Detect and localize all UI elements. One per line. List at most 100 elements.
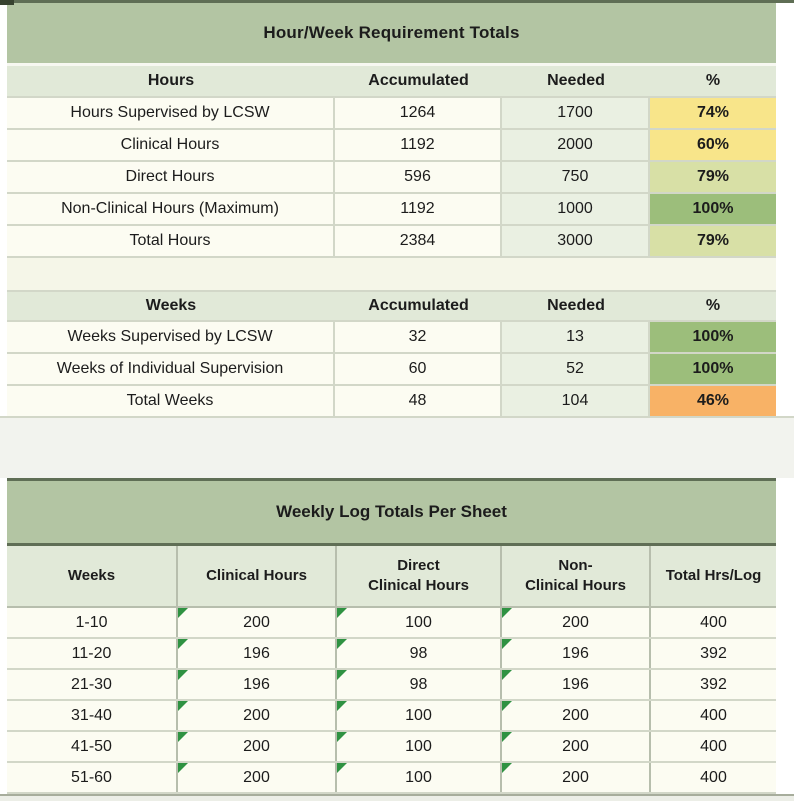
column-header-weeks[interactable]: Weeks (145, 297, 197, 314)
row-label-cell[interactable]: Non-Clinical Hours (Maximum) (7, 194, 335, 224)
table-row: Weeks of Individual Supervision 60 52 10… (7, 352, 776, 384)
bottom-border (0, 794, 794, 801)
clinical-hours-cell[interactable]: 200 (178, 701, 337, 730)
needed-cell[interactable]: 1000 (502, 194, 650, 224)
column-header-hours[interactable]: Hours (147, 72, 195, 89)
non-clinical-hours-cell[interactable]: 196 (502, 670, 651, 699)
clinical-hours-cell[interactable]: 200 (178, 608, 337, 637)
row-label-cell[interactable]: Weeks Supervised by LCSW (7, 322, 335, 352)
accumulated-cell[interactable]: 596 (335, 162, 502, 192)
weeks-range-cell[interactable]: 11-20 (7, 639, 178, 668)
percent-cell[interactable]: 100% (650, 194, 776, 224)
total-hrs-cell[interactable]: 400 (651, 732, 776, 761)
row-label-cell[interactable]: Weeks of Individual Supervision (7, 354, 335, 384)
total-hrs-cell[interactable]: 400 (651, 608, 776, 637)
row-label-cell[interactable]: Total Hours (7, 226, 335, 256)
column-header-total-hrs-log[interactable]: Total Hrs/Log (665, 566, 762, 584)
non-clinical-hours-cell[interactable]: 200 (502, 608, 651, 637)
accumulated-cell[interactable]: 1192 (335, 130, 502, 160)
direct-clinical-hours-cell[interactable]: 98 (337, 639, 502, 668)
error-flag-triangle-icon (178, 732, 188, 742)
error-flag-triangle-icon (337, 732, 347, 742)
non-clinical-hours-cell[interactable]: 200 (502, 763, 651, 792)
row-label-cell[interactable]: Hours Supervised by LCSW (7, 98, 335, 128)
cell-value: 100 (405, 613, 432, 631)
accumulated-cell[interactable]: 48 (335, 386, 502, 416)
column-header-percent[interactable]: % (705, 297, 721, 314)
needed-cell[interactable]: 750 (502, 162, 650, 192)
row-label-cell[interactable]: Clinical Hours (7, 130, 335, 160)
error-flag-triangle-icon (502, 732, 512, 742)
weeks-range-cell[interactable]: 41-50 (7, 732, 178, 761)
accumulated-cell[interactable]: 1192 (335, 194, 502, 224)
cell-value: 98 (409, 644, 428, 662)
needed-cell[interactable]: 3000 (502, 226, 650, 256)
needed-cell[interactable]: 13 (502, 322, 650, 352)
clinical-hours-cell[interactable]: 196 (178, 639, 337, 668)
needed-cell[interactable]: 104 (502, 386, 650, 416)
needed-cell[interactable]: 2000 (502, 130, 650, 160)
weeks-range-cell[interactable]: 31-40 (7, 701, 178, 730)
percent-cell[interactable]: 100% (650, 354, 776, 384)
percent-cell[interactable]: 79% (650, 226, 776, 256)
column-header-weeks[interactable]: Weeks (7, 546, 178, 606)
total-hrs-cell[interactable]: 400 (651, 763, 776, 792)
needed-cell[interactable]: 52 (502, 354, 650, 384)
cell-value: 196 (562, 675, 589, 693)
cell-value: 196 (243, 644, 270, 662)
total-hrs-cell[interactable]: 392 (651, 639, 776, 668)
column-header-needed[interactable]: Needed (547, 297, 605, 314)
cell-value: 200 (243, 613, 270, 631)
table-row: 31-40 200 100 200 400 (7, 701, 776, 732)
table-row: Total Hours 2384 3000 79% (7, 224, 776, 256)
column-header-needed[interactable]: Needed (547, 72, 605, 89)
direct-clinical-hours-cell[interactable]: 100 (337, 763, 502, 792)
total-hrs-cell[interactable]: 400 (651, 701, 776, 730)
accumulated-cell[interactable]: 2384 (335, 226, 502, 256)
weekly-log-title-banner: Weekly Log Totals Per Sheet (7, 478, 776, 546)
non-clinical-hours-cell[interactable]: 200 (502, 701, 651, 730)
column-header-accumulated[interactable]: Accumulated (368, 297, 469, 314)
row-label-cell[interactable]: Total Weeks (7, 386, 335, 416)
clinical-hours-cell[interactable]: 200 (178, 763, 337, 792)
error-flag-triangle-icon (178, 639, 188, 649)
column-header-clinical-hours[interactable]: Clinical Hours (178, 546, 337, 606)
cell-value: 200 (243, 768, 270, 786)
percent-cell[interactable]: 60% (650, 130, 776, 160)
column-header-direct-clinical-hours[interactable]: Direct Clinical Hours (337, 546, 502, 606)
column-header-non-clinical-hours[interactable]: Non- Clinical Hours (502, 546, 651, 606)
accumulated-cell[interactable]: 60 (335, 354, 502, 384)
percent-cell[interactable]: 79% (650, 162, 776, 192)
direct-clinical-hours-cell[interactable]: 100 (337, 732, 502, 761)
non-clinical-hours-cell[interactable]: 200 (502, 732, 651, 761)
percent-cell[interactable]: 46% (650, 386, 776, 416)
percent-cell[interactable]: 74% (650, 98, 776, 128)
table-row: 21-30 196 98 196 392 (7, 670, 776, 701)
table-row: Weeks Supervised by LCSW 32 13 100% (7, 320, 776, 352)
total-hrs-cell[interactable]: 392 (651, 670, 776, 699)
column-header-percent[interactable]: % (705, 72, 721, 89)
error-flag-triangle-icon (337, 639, 347, 649)
row-label-cell[interactable]: Direct Hours (7, 162, 335, 192)
direct-clinical-hours-cell[interactable]: 98 (337, 670, 502, 699)
table-row: Direct Hours 596 750 79% (7, 160, 776, 192)
weeks-table-header-row: Weeks Accumulated Needed % (7, 290, 776, 320)
needed-cell[interactable]: 1700 (502, 98, 650, 128)
clinical-hours-cell[interactable]: 196 (178, 670, 337, 699)
percent-cell[interactable]: 100% (650, 322, 776, 352)
table-row: Non-Clinical Hours (Maximum) 1192 1000 1… (7, 192, 776, 224)
cell-value: 196 (243, 675, 270, 693)
direct-clinical-hours-cell[interactable]: 100 (337, 701, 502, 730)
section-spacer (0, 416, 794, 478)
accumulated-cell[interactable]: 32 (335, 322, 502, 352)
cell-value: 100 (405, 768, 432, 786)
weeks-range-cell[interactable]: 1-10 (7, 608, 178, 637)
accumulated-cell[interactable]: 1264 (335, 98, 502, 128)
column-header-accumulated[interactable]: Accumulated (368, 72, 469, 89)
direct-clinical-hours-cell[interactable]: 100 (337, 608, 502, 637)
weeks-range-cell[interactable]: 51-60 (7, 763, 178, 792)
error-flag-triangle-icon (178, 608, 188, 618)
clinical-hours-cell[interactable]: 200 (178, 732, 337, 761)
weeks-range-cell[interactable]: 21-30 (7, 670, 178, 699)
non-clinical-hours-cell[interactable]: 196 (502, 639, 651, 668)
